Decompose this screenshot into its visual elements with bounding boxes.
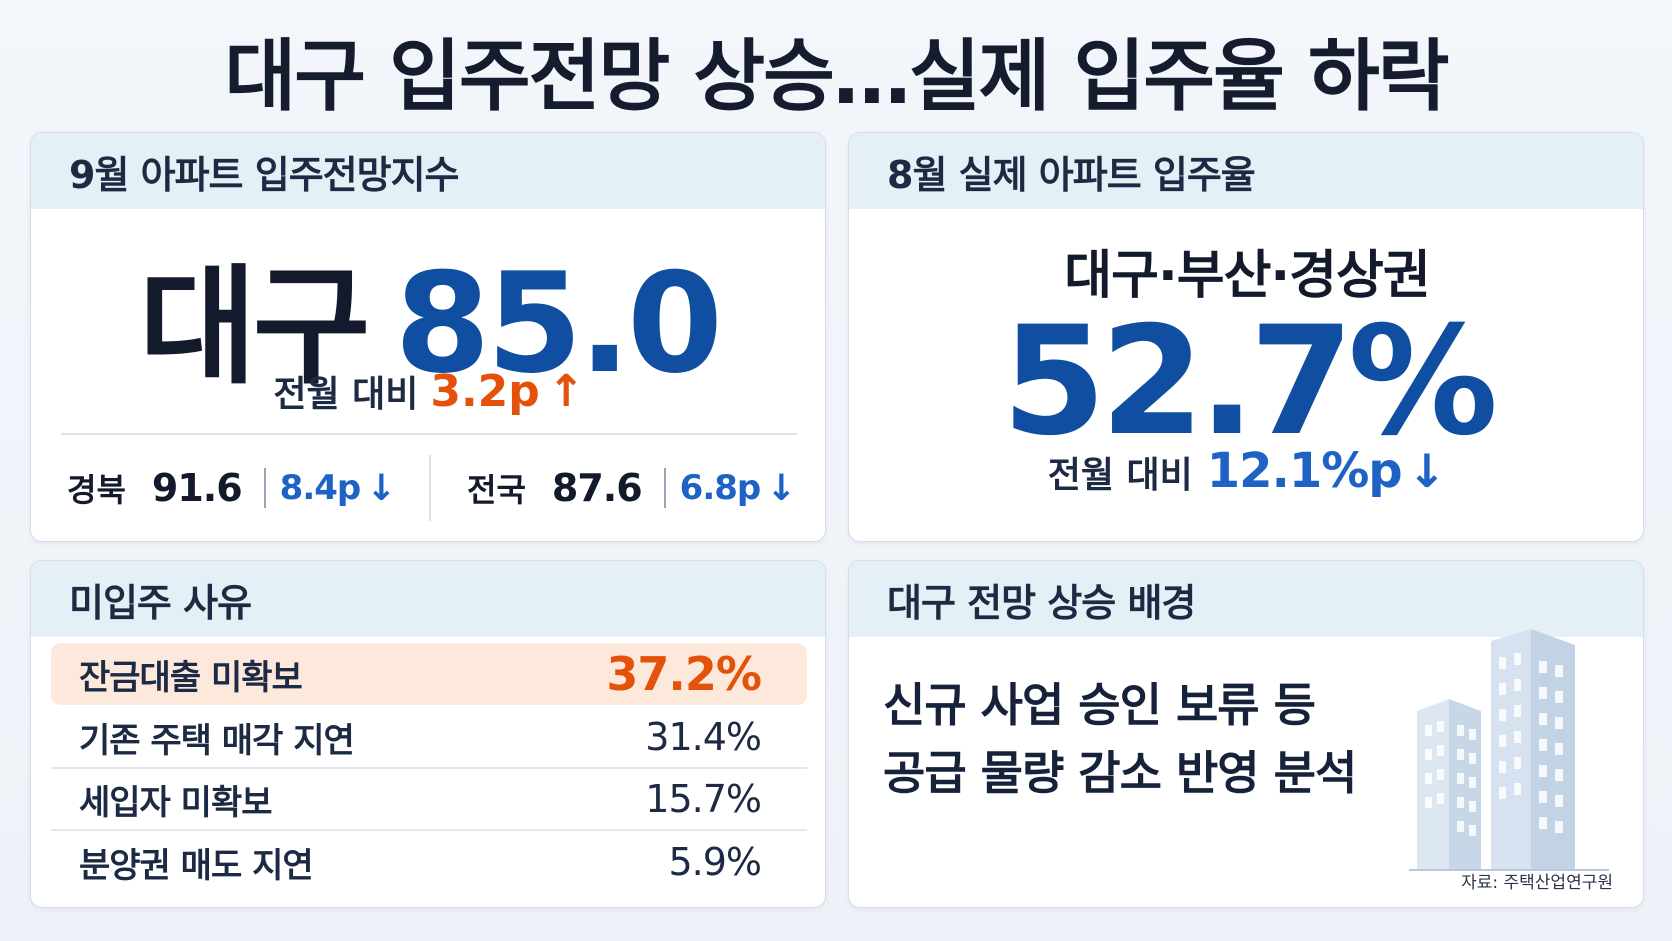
- comparison-change: 6.8p: [679, 468, 762, 508]
- separator: [663, 468, 666, 508]
- forecast-change-label: 전월 대비: [273, 374, 419, 415]
- divider-vertical: [429, 455, 431, 521]
- occupancy-change-label: 전월 대비: [1047, 455, 1193, 496]
- comparison-value: 87.6: [551, 466, 643, 510]
- reason-value: 15.7%: [645, 777, 762, 821]
- separator: [263, 468, 266, 508]
- reason-label: 분양권 매도 지연: [79, 845, 314, 886]
- reason-row: 잔금대출 미확보 37.2%: [51, 643, 807, 705]
- reason-row: 세입자 미확보 15.7%: [51, 769, 807, 831]
- comparison-region: 경북: [67, 471, 126, 509]
- background-text: 신규 사업 승인 보류 등 공급 물량 감소 반영 분석: [883, 671, 1443, 807]
- background-card-title: 대구 전망 상승 배경: [849, 561, 1643, 637]
- comparison-region: 전국: [467, 471, 526, 509]
- arrow-down-icon: ↓: [1407, 444, 1447, 498]
- occupancy-change-value: 12.1%p: [1206, 443, 1403, 499]
- background-line: 신규 사업 승인 보류 등: [883, 678, 1316, 732]
- reason-value: 31.4%: [645, 715, 762, 759]
- comparison-gyeongbuk: 경북 91.6 8.4p ↓: [67, 463, 396, 513]
- buildings-icon: [1409, 629, 1609, 871]
- arrow-down-icon: ↓: [766, 467, 797, 509]
- reason-row: 분양권 매도 지연 5.9%: [51, 831, 807, 893]
- arrow-up-icon: ↑: [547, 366, 585, 417]
- forecast-card-title: 9월 아파트 입주전망지수: [31, 133, 825, 209]
- reason-value: 37.2%: [606, 647, 762, 701]
- forecast-card: 9월 아파트 입주전망지수 대구 85.0 전월 대비 3.2p ↑ 경북 91.6 …: [30, 132, 826, 542]
- occupancy-card: 8월 실제 아파트 입주율 대구·부산·경상권 52.7% 전월 대비 12.1%…: [848, 132, 1644, 542]
- comparison-value: 91.6: [151, 466, 243, 510]
- headline: 대구 입주전망 상승…실제 입주율 하락: [224, 32, 1449, 122]
- forecast-main: 대구 85.0: [31, 223, 825, 408]
- reason-list: 잔금대출 미확보 37.2% 기존 주택 매각 지연 31.4% 세입자 미확보…: [51, 643, 807, 893]
- reason-label: 기존 주택 매각 지연: [79, 720, 355, 761]
- reason-label: 잔금대출 미확보: [79, 657, 303, 698]
- background-line: 공급 물량 감소 반영 분석: [883, 746, 1357, 800]
- reason-value: 5.9%: [668, 840, 762, 884]
- reason-label: 세입자 미확보: [79, 782, 273, 823]
- source-note: 자료: 주택산업연구원: [1461, 873, 1613, 893]
- occupancy-value: 52.7%: [1001, 295, 1498, 469]
- forecast-change-value: 3.2p: [430, 366, 540, 417]
- comparison-change: 8.4p: [279, 468, 362, 508]
- forecast-region: 대구: [138, 253, 371, 402]
- occupancy-region: 대구·부산·경상권: [1064, 246, 1430, 306]
- occupancy-change: 전월 대비 12.1%p ↓: [849, 443, 1643, 499]
- forecast-value: 85.0: [394, 243, 723, 404]
- reasons-card: 미입주 사유 잔금대출 미확보 37.2% 기존 주택 매각 지연 31.4% …: [30, 560, 826, 908]
- forecast-change: 전월 대비 3.2p ↑: [31, 365, 825, 417]
- background-card: 대구 전망 상승 배경 신규 사업 승인 보류 등 공급 물량 감소 반영 분석: [848, 560, 1644, 908]
- comparison-national: 전국 87.6 6.8p ↓: [467, 463, 796, 513]
- divider: [61, 433, 797, 435]
- arrow-down-icon: ↓: [366, 467, 397, 509]
- occupancy-card-title: 8월 실제 아파트 입주율: [849, 133, 1643, 209]
- reasons-card-title: 미입주 사유: [31, 561, 825, 637]
- reason-row: 기존 주택 매각 지연 31.4%: [51, 707, 807, 769]
